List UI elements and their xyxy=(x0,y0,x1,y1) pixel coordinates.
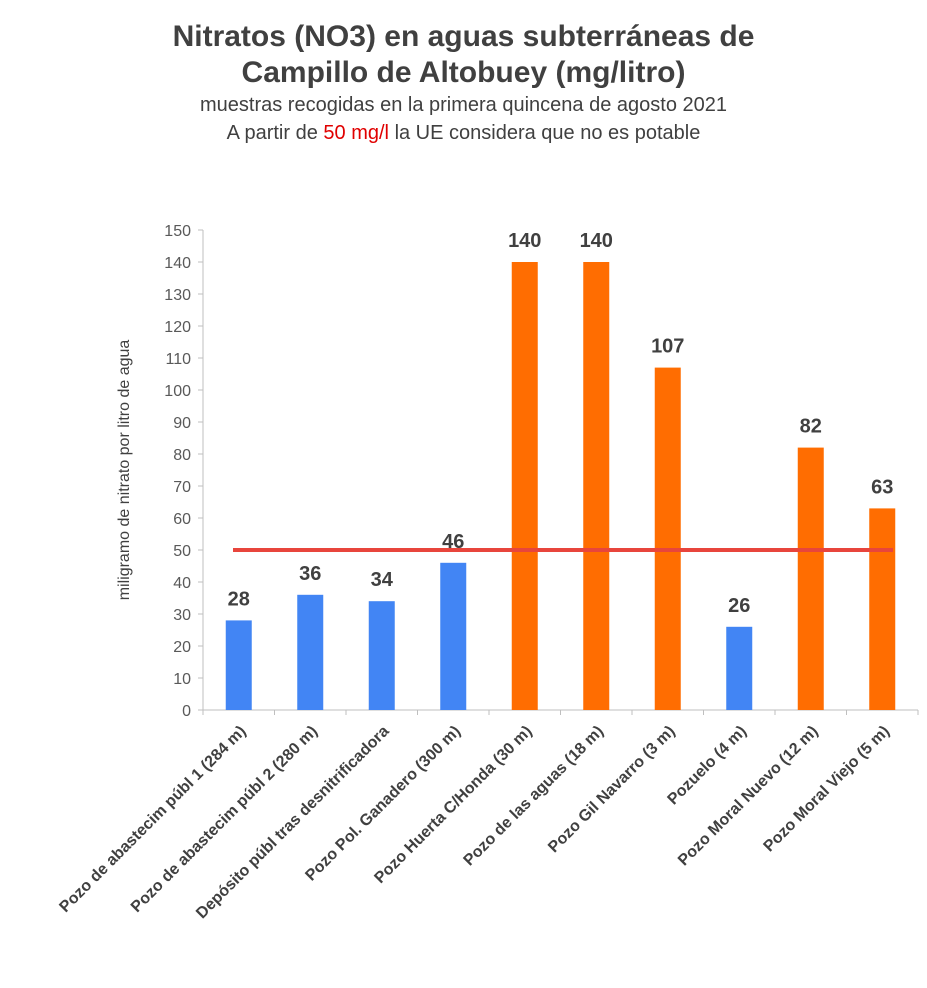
bar xyxy=(297,594,324,710)
bar xyxy=(726,626,753,710)
y-tick-label: 100 xyxy=(164,383,191,400)
y-tick-label: 130 xyxy=(164,287,191,304)
bar xyxy=(368,601,395,710)
y-tick-label: 120 xyxy=(164,319,191,336)
y-tick-label: 140 xyxy=(164,255,191,272)
x-tick-label: Pozo Moral Nuevo (12 m) xyxy=(675,723,822,870)
data-label: 36 xyxy=(299,563,321,585)
y-tick-label: 30 xyxy=(173,607,191,624)
subtitle-suffix: la UE considera que no es potable xyxy=(394,122,701,144)
y-tick-label: 20 xyxy=(173,639,191,656)
data-label: 107 xyxy=(651,336,684,358)
data-label: 28 xyxy=(228,588,250,610)
subtitle-threshold-highlight: 50 mg/l xyxy=(323,122,389,144)
y-axis-label: miligramo de nitrato por litro de agua xyxy=(116,340,133,601)
x-tick-label: Pozo Pol. Ganadero (300 m) xyxy=(302,723,464,885)
x-tick-label: Pozo Gil Navarro (3 m) xyxy=(545,723,678,856)
x-tick-label: Pozo de las aguas (18 m) xyxy=(461,723,608,870)
chart-title-line2: Campillo de Altobuey (mg/litro) xyxy=(241,56,686,89)
bar xyxy=(869,508,896,710)
bar xyxy=(654,367,681,710)
bar xyxy=(225,620,252,710)
y-tick-label: 0 xyxy=(182,703,191,720)
bar xyxy=(511,262,538,710)
y-tick-label: 90 xyxy=(173,415,191,432)
chart-subtitle-line1: muestras recogidas en la primera quincen… xyxy=(200,94,727,116)
y-tick-label: 70 xyxy=(173,479,191,496)
chart-subtitle-line2: A partir de 50 mg/l la UE considera que … xyxy=(0,121,927,145)
bar xyxy=(797,447,824,710)
data-label: 63 xyxy=(871,476,893,498)
y-tick-label: 80 xyxy=(173,447,191,464)
y-tick-label: 110 xyxy=(165,351,191,368)
chart-title-line1: Nitratos (NO3) en aguas subterráneas de xyxy=(172,20,755,53)
x-tick-label: Pozo Huerta C/Honda (30 m) xyxy=(371,723,535,887)
bar xyxy=(440,562,467,710)
y-tick-label: 10 xyxy=(173,671,191,688)
subtitle-prefix: A partir de xyxy=(226,122,318,144)
y-tick-label: 60 xyxy=(173,511,191,528)
y-tick-label: 50 xyxy=(173,543,191,560)
bar xyxy=(583,262,610,710)
data-label: 34 xyxy=(371,569,394,591)
x-tick-label: Pozo Moral Viejo (5 m) xyxy=(761,723,894,856)
data-label: 140 xyxy=(580,230,613,252)
data-label: 82 xyxy=(800,416,822,438)
y-tick-label: 150 xyxy=(164,223,191,240)
data-label: 26 xyxy=(728,595,750,617)
y-tick-label: 40 xyxy=(173,575,191,592)
data-label: 46 xyxy=(442,531,464,553)
data-label: 140 xyxy=(508,230,541,252)
